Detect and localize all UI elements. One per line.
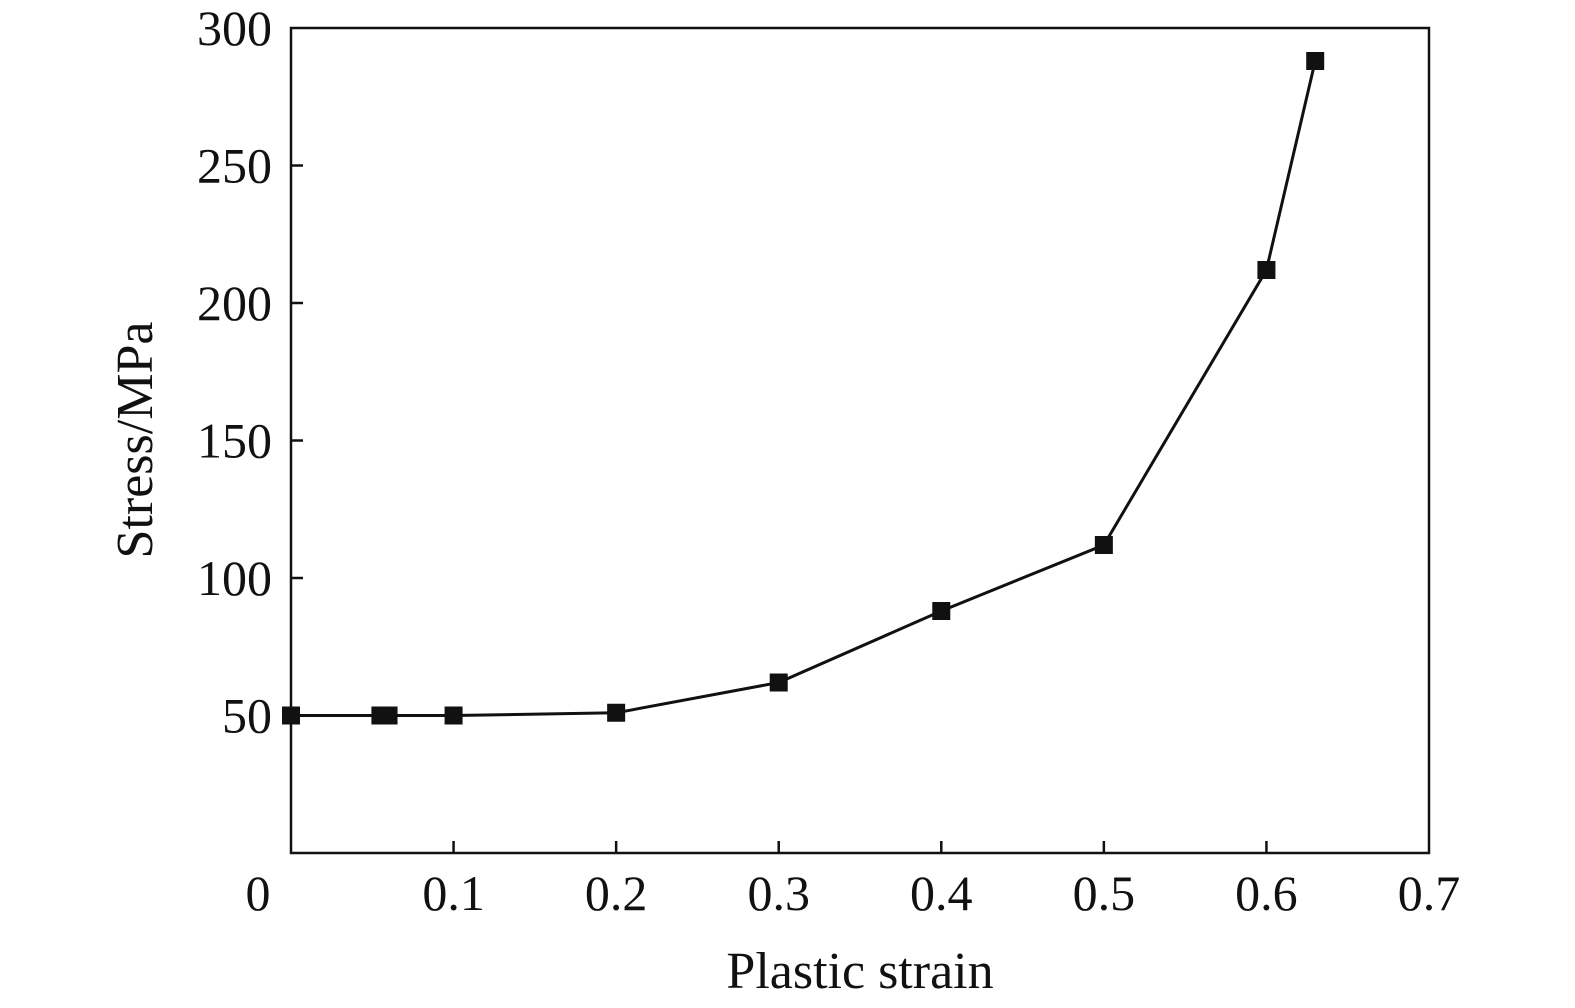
x-tick-label: 0.6 — [1235, 865, 1298, 921]
x-axis: 0 0.1 0.2 0.3 0.4 0.5 0.6 0.7 — [246, 841, 1461, 921]
y-tick-label: 250 — [197, 138, 272, 194]
x-tick-label: 0.7 — [1398, 865, 1461, 921]
y-tick-label: 300 — [197, 0, 272, 56]
y-tick-label: 100 — [197, 550, 272, 606]
data-point-marker — [282, 706, 300, 725]
series-line — [291, 60, 1317, 717]
x-tick-label: 0.5 — [1073, 865, 1136, 921]
data-point-marker — [769, 673, 788, 692]
data-point-marker — [1306, 52, 1325, 70]
x-tick-label: 0.2 — [585, 865, 648, 921]
x-axis-title: Plastic strain — [726, 943, 993, 1000]
x-tick-label: 0.1 — [422, 865, 485, 921]
x-tick-label: 0 — [246, 865, 271, 921]
y-tick-label: 50 — [222, 688, 272, 744]
series-layer — [282, 52, 1325, 725]
y-axis-title: Stress/MPa — [107, 322, 164, 559]
data-point-marker — [379, 706, 398, 725]
y-axis: 50 100 150 200 250 300 — [197, 0, 303, 744]
plot-frame — [289, 26, 1431, 855]
data-point-marker — [1094, 536, 1113, 554]
data-point-marker — [1257, 261, 1276, 279]
y-tick-label: 200 — [197, 275, 272, 331]
data-point-marker — [444, 706, 463, 725]
x-tick-label: 0.3 — [747, 865, 810, 921]
x-tick-label: 0.4 — [910, 865, 973, 921]
data-point-marker — [932, 602, 951, 620]
data-point-marker — [607, 703, 626, 722]
y-tick-label: 150 — [197, 413, 272, 469]
